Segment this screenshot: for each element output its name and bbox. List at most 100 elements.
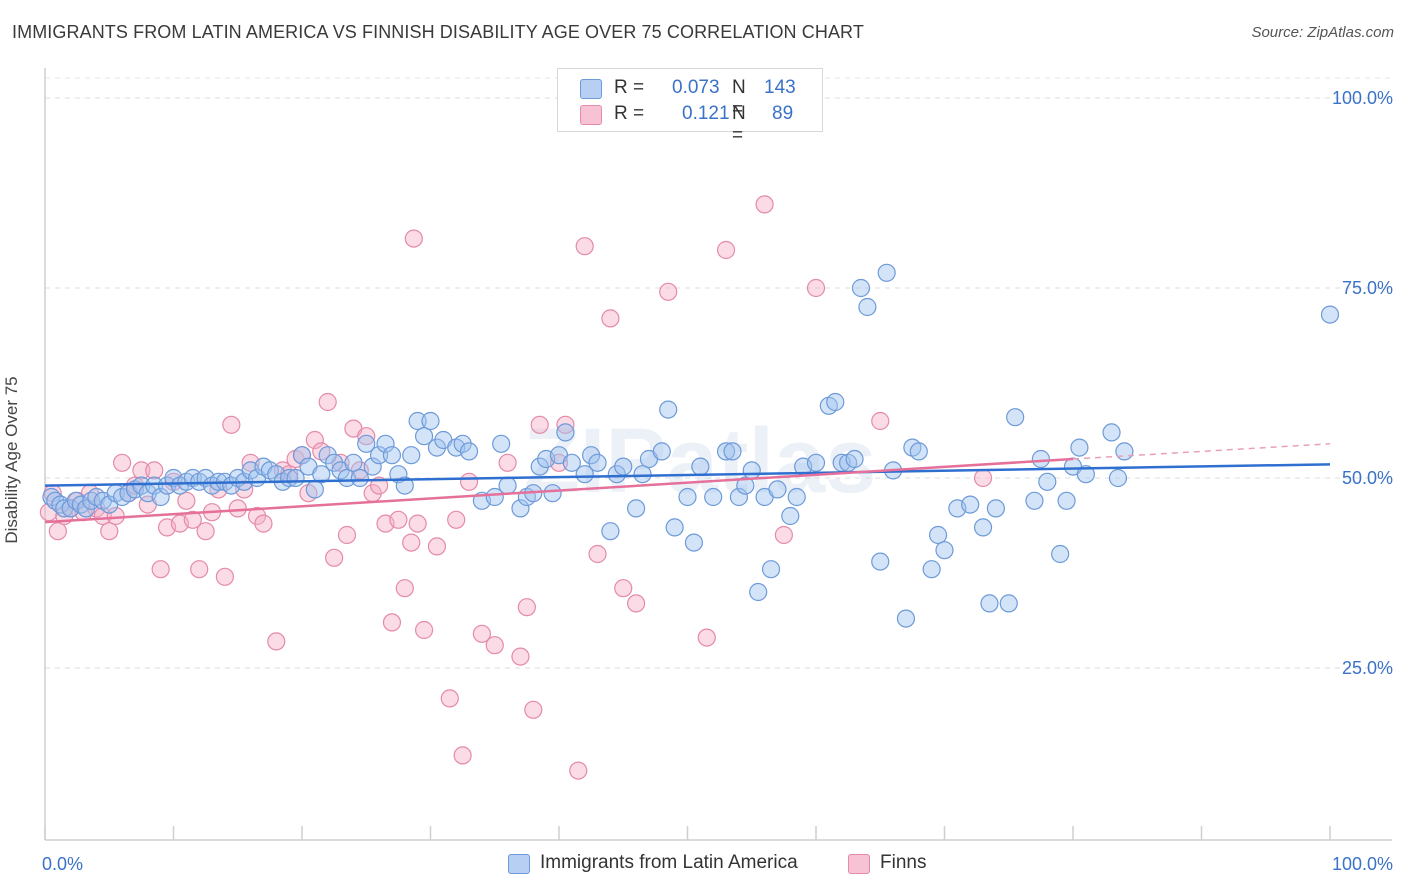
data-point	[986, 499, 1006, 518]
data-point	[601, 522, 620, 541]
data-point	[132, 476, 151, 495]
data-point	[935, 541, 954, 560]
legend-swatch-pink	[580, 105, 602, 125]
data-point	[742, 461, 761, 480]
data-point	[877, 263, 896, 282]
x-tick-label: 0.0%	[42, 854, 83, 874]
data-point	[871, 411, 890, 431]
data-point	[659, 282, 678, 301]
data-point	[517, 598, 536, 617]
data-point	[922, 560, 941, 579]
data-point	[858, 297, 877, 317]
data-point	[459, 442, 479, 461]
data-point	[755, 195, 774, 214]
data-point	[376, 434, 395, 453]
data-point	[183, 510, 202, 529]
data-point	[151, 560, 170, 579]
data-point	[1076, 465, 1095, 484]
data-point	[543, 484, 562, 503]
data-point	[222, 415, 241, 434]
trend-line-finns-extension	[1072, 443, 1331, 460]
gridlines	[45, 77, 1392, 669]
data-point	[787, 487, 806, 507]
data-point	[440, 689, 459, 708]
data-point	[350, 468, 369, 488]
y-tick-label: 75.0%	[1342, 278, 1393, 298]
data-point	[1320, 305, 1340, 324]
data-point	[871, 552, 890, 571]
n-value: 143	[764, 77, 796, 98]
data-point	[357, 434, 376, 453]
data-point	[453, 434, 472, 453]
data-point	[633, 465, 652, 484]
data-point	[697, 628, 716, 647]
r-value: 0.121	[682, 103, 730, 124]
data-point	[427, 438, 447, 457]
data-point	[337, 525, 357, 545]
data-point	[845, 449, 864, 469]
data-point	[305, 480, 324, 499]
data-point	[774, 525, 793, 545]
data-point	[485, 487, 504, 507]
r-value: 0.073	[672, 77, 720, 98]
data-point	[736, 476, 755, 495]
data-point	[382, 446, 402, 465]
data-point	[684, 533, 704, 552]
data-point	[414, 427, 434, 446]
legend-swatch-blue	[508, 854, 530, 874]
chart-title: IMMIGRANTS FROM LATIN AMERICA VS FINNISH…	[12, 22, 864, 42]
data-point	[530, 415, 549, 434]
data-point	[325, 453, 344, 472]
data-point	[267, 632, 286, 651]
data-point	[1025, 491, 1044, 510]
data-point	[363, 457, 382, 476]
data-point	[395, 579, 414, 598]
data-point	[909, 442, 928, 461]
data-point	[492, 434, 511, 453]
data-point	[337, 468, 357, 488]
data-point	[325, 548, 344, 567]
data-point	[928, 525, 948, 545]
data-point	[575, 237, 594, 256]
data-point	[575, 465, 594, 484]
data-point	[973, 468, 993, 488]
data-point	[851, 278, 871, 298]
data-point	[556, 423, 575, 442]
data-point	[382, 613, 402, 632]
data-point	[511, 499, 530, 518]
data-point	[582, 446, 601, 465]
n-value: 89	[772, 103, 794, 124]
data-point	[511, 647, 530, 666]
n-label: N =	[732, 77, 746, 120]
data-point	[723, 442, 742, 461]
data-point	[402, 446, 421, 465]
data-point	[447, 510, 466, 529]
data-point	[1102, 423, 1121, 442]
y-tick-label: 50.0%	[1342, 468, 1393, 488]
data-point	[716, 240, 736, 260]
data-point	[826, 392, 845, 412]
data-point	[1038, 472, 1057, 491]
data-point	[1057, 491, 1076, 510]
data-point	[112, 453, 132, 472]
data-point	[254, 514, 273, 533]
data-point	[196, 522, 215, 541]
data-point	[1051, 544, 1070, 564]
data-point	[93, 506, 112, 526]
data-point	[151, 487, 170, 507]
data-point	[344, 453, 363, 472]
data-point	[768, 480, 787, 499]
data-point	[472, 624, 491, 643]
data-point	[1108, 468, 1128, 488]
data-point	[408, 514, 427, 533]
data-point	[678, 487, 697, 507]
legend-swatch-blue	[580, 79, 602, 99]
series-latin-america	[42, 263, 1340, 628]
legend-swatch-pink	[848, 854, 870, 874]
data-point	[614, 457, 633, 476]
data-point	[652, 442, 671, 461]
data-point	[404, 229, 423, 248]
data-point	[588, 453, 607, 472]
data-point	[961, 495, 980, 514]
data-point	[498, 476, 517, 495]
